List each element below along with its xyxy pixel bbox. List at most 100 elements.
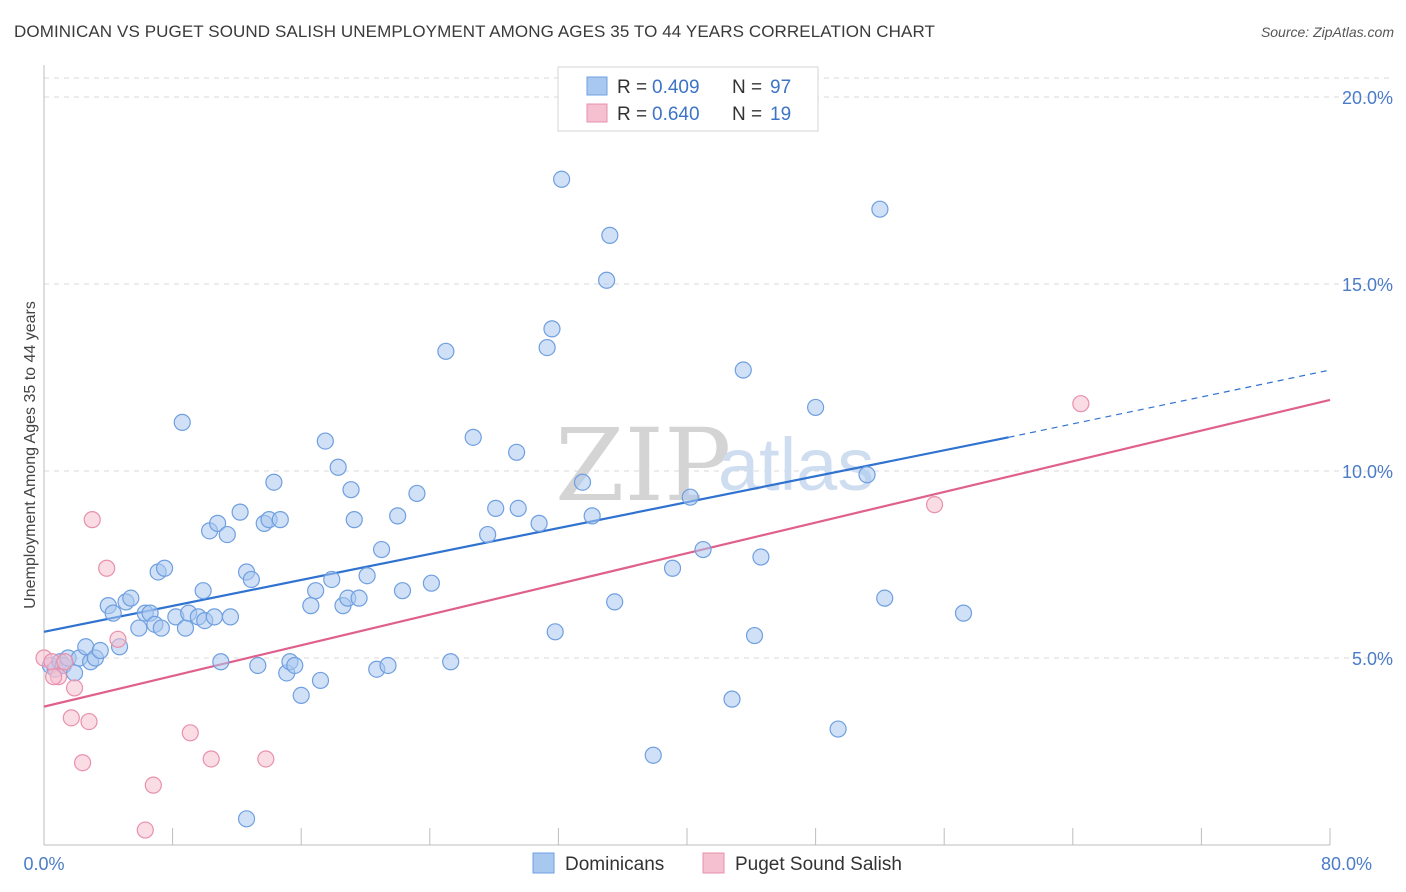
y-tick-label: 5.0%: [1352, 649, 1393, 669]
point-dominicans: [752, 548, 770, 566]
point-salish: [181, 724, 199, 742]
point-salish: [109, 630, 127, 648]
chart-title: DOMINICAN VS PUGET SOUND SALISH UNEMPLOY…: [14, 22, 936, 41]
point-dominicans: [858, 466, 876, 484]
point-dominicans: [606, 593, 624, 611]
point-dominicans: [644, 746, 662, 764]
x-tick-marks: [172, 828, 1331, 845]
point-dominicans: [358, 567, 376, 585]
point-dominicans: [205, 608, 223, 626]
bottom-legend-dominicans: Dominicans: [565, 854, 664, 875]
point-dominicans: [302, 597, 320, 615]
point-dominicans: [479, 525, 497, 544]
legend-swatch-salish: [586, 103, 608, 123]
point-dominicans: [265, 473, 283, 491]
point-dominicans: [393, 582, 412, 600]
trend-line-dominicans: [43, 436, 1009, 633]
point-salish: [83, 511, 101, 529]
point-dominicans: [311, 671, 330, 690]
point-dominicans: [122, 589, 140, 607]
y-tick-label: 20.0%: [1342, 88, 1393, 108]
y-tick-labels: 5.0% 10.0% 15.0% 20.0%: [1342, 88, 1393, 669]
point-dominicans: [372, 540, 391, 559]
point-dominicans: [508, 443, 526, 461]
point-dominicans: [553, 170, 571, 188]
point-salish: [98, 559, 116, 577]
legend-swatch-dominicans: [586, 76, 608, 96]
point-dominicans: [530, 514, 548, 532]
point-salish: [73, 754, 92, 772]
point-salish: [62, 709, 80, 727]
legend-r-value: 0.640: [652, 104, 700, 125]
legend-r-label: R =: [617, 104, 647, 125]
point-dominicans: [350, 589, 368, 607]
point-dominicans: [442, 653, 460, 671]
point-dominicans: [194, 582, 212, 600]
point-dominicans: [543, 320, 561, 338]
point-dominicans: [487, 499, 505, 517]
data-points: [35, 170, 1090, 839]
bottom-legend-swatch-dominicans: [532, 852, 555, 874]
point-dominicans: [323, 570, 341, 589]
point-salish: [45, 668, 63, 686]
watermark-atlas: atlas: [718, 423, 874, 506]
point-dominicans: [104, 604, 122, 622]
point-dominicans: [723, 690, 741, 708]
point-dominicans: [745, 626, 764, 645]
legend-n-label: N =: [732, 77, 762, 98]
point-dominicans: [464, 428, 482, 446]
legend-n-value: 97: [770, 77, 791, 98]
point-salish: [136, 821, 154, 839]
point-salish: [257, 750, 275, 768]
point-dominicans: [307, 582, 325, 600]
x-tick-label-min: 0.0%: [23, 854, 64, 874]
point-dominicans: [292, 686, 310, 705]
point-dominicans: [538, 338, 556, 357]
point-salish: [80, 712, 98, 731]
point-dominicans: [218, 525, 236, 544]
point-dominicans: [221, 608, 240, 626]
x-tick-label-max: 80.0%: [1321, 854, 1372, 874]
point-dominicans: [237, 810, 256, 828]
point-dominicans: [829, 720, 847, 738]
bottom-legend-swatch-salish: [702, 852, 725, 874]
bottom-legend-salish: Puget Sound Salish: [735, 854, 902, 875]
point-dominicans: [598, 271, 616, 289]
point-dominicans: [876, 589, 894, 607]
point-dominicans: [316, 432, 334, 450]
point-dominicans: [681, 488, 699, 506]
point-dominicans: [583, 507, 601, 525]
point-dominicans: [271, 511, 289, 529]
point-dominicans: [379, 656, 397, 675]
point-dominicans: [130, 619, 148, 637]
point-dominicans: [342, 481, 360, 499]
point-dominicans: [573, 473, 592, 491]
point-dominicans: [286, 656, 304, 675]
point-dominicans: [694, 540, 712, 559]
y-axis-label: Unemployment Among Ages 35 to 44 years: [22, 301, 39, 609]
point-dominicans: [954, 604, 973, 622]
point-dominicans: [806, 398, 825, 417]
point-dominicans: [231, 503, 249, 521]
point-dominicans: [173, 413, 191, 431]
point-dominicans: [663, 559, 682, 577]
legend: R = 0.409 N = 97 R = 0.640 N = 19: [557, 66, 819, 132]
trend-line-dominicans-extension: [1008, 369, 1331, 438]
point-dominicans: [546, 623, 564, 641]
point-dominicans: [734, 361, 752, 379]
point-dominicans: [155, 559, 174, 577]
point-dominicans: [509, 499, 527, 517]
legend-r-label: R =: [617, 77, 647, 98]
y-tick-label: 15.0%: [1342, 275, 1393, 295]
point-dominicans: [152, 619, 170, 637]
y-tick-label: 10.0%: [1342, 462, 1393, 482]
trend-line-salish: [43, 398, 1331, 708]
watermark-zip: ZIP: [555, 407, 731, 524]
bottom-legend: Dominicans Puget Sound Salish: [532, 852, 902, 875]
legend-n-value: 19: [770, 104, 791, 125]
point-salish: [56, 653, 74, 671]
point-dominicans: [437, 342, 455, 360]
trend-lines: [43, 369, 1331, 708]
source-label: Source: ZipAtlas.com: [1260, 24, 1394, 40]
